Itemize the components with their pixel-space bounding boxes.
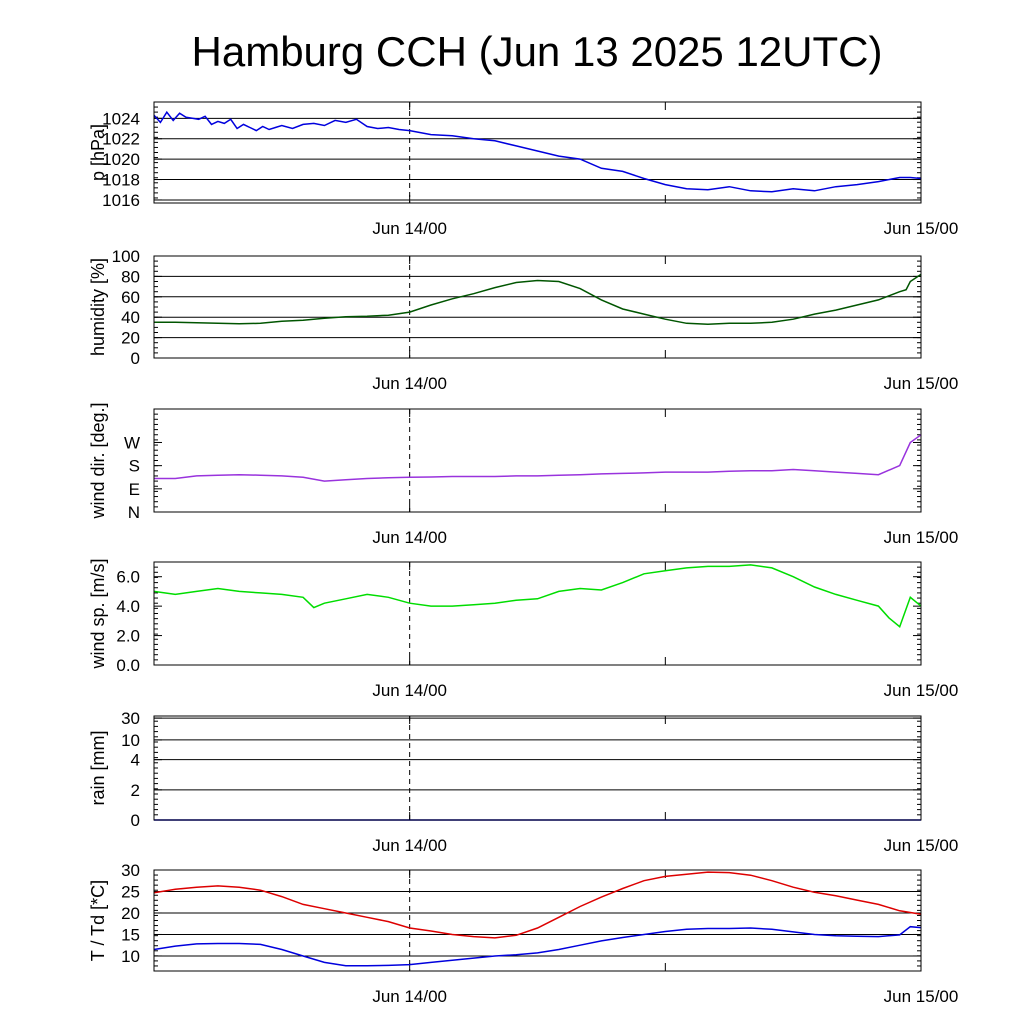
wind-dir-ytick-label: S (129, 457, 140, 476)
temperature-ytick-label: 15 (121, 925, 140, 944)
wind-dir-xtick-label: Jun 14/00 (372, 528, 447, 547)
humidity-ytick-label: 80 (121, 267, 140, 286)
wind-speed-ytick-label: 4.0 (116, 597, 140, 616)
rain-ylabel: rain [mm] (88, 730, 108, 805)
temperature-ytick-label: 25 (121, 882, 140, 901)
rain-xtick-label: Jun 14/00 (372, 836, 447, 855)
rain-ytick-label: 2 (131, 781, 140, 800)
temperature-xtick-label: Jun 14/00 (372, 987, 447, 1006)
humidity-ytick-label: 100 (112, 247, 140, 266)
pressure-series-line (153, 110, 922, 193)
humidity-frame (153, 255, 922, 359)
rain-xtick-label: Jun 15/00 (884, 836, 959, 855)
humidity-ylabel: humidity [%] (88, 258, 108, 356)
wind-speed-ytick-label: 6.0 (116, 568, 140, 587)
humidity-xtick-label: Jun 14/00 (372, 374, 447, 393)
temperature-series-line (153, 871, 922, 939)
pressure-xtick-label: Jun 15/00 (884, 219, 959, 238)
pressure-ytick-label: 1020 (102, 150, 140, 169)
pressure-ytick-label: 1016 (102, 191, 140, 210)
rain-panel: 0 2 410 30 Jun 14/00 Jun 15/00 rain [mm] (88, 709, 958, 855)
humidity-xtick-label: Jun 15/00 (884, 374, 959, 393)
temperature-ylabel: T / Td [*C] (88, 880, 108, 961)
pressure-frame (153, 101, 922, 204)
rain-ytick-label: 30 (121, 709, 140, 728)
wind-dir-ytick-label: E (129, 480, 140, 499)
temperature-frame (153, 869, 922, 972)
wind-dir-xtick-label: Jun 15/00 (884, 528, 959, 547)
wind-speed-ylabel: wind sp. [m/s] (88, 558, 108, 669)
humidity-ytick-label: 20 (121, 329, 140, 348)
humidity-series-line (154, 273, 922, 326)
wind-speed-panel: 0.0 2.0 4.0 6.0 Jun 14/00 Jun 15/00 wind sp. [… (88, 558, 958, 700)
wind-speed-ytick-label: 2.0 (116, 627, 140, 646)
wind-dir-frame (153, 408, 922, 513)
rain-ytick-label: 4 (131, 751, 140, 770)
rain-ytick-label: 0 (131, 811, 140, 830)
wind-dir-ylabel: wind dir. [deg.] (88, 402, 108, 519)
rain-ytick-label: 10 (121, 731, 140, 750)
humidity-ytick-label: 60 (121, 288, 140, 307)
wind-speed-xtick-label: Jun 14/00 (372, 681, 447, 700)
pressure-xtick-label: Jun 14/00 (372, 219, 447, 238)
pressure-ytick-label: 1022 (102, 130, 140, 149)
wind-speed-series-line (153, 564, 922, 628)
wind-dir-ytick-label: W (124, 433, 140, 452)
temperature-xtick-label: Jun 15/00 (884, 987, 959, 1006)
temperature-series-line (153, 925, 922, 967)
wind-speed-ytick-label: 0.0 (116, 656, 140, 675)
wind-speed-xtick-label: Jun 15/00 (884, 681, 959, 700)
humidity-ytick-label: 0 (131, 349, 140, 368)
wind-dir-series-line (154, 434, 922, 482)
rain-frame (153, 715, 922, 821)
temperature-panel: 10 15 20 25 30 Jun 14/00 Jun 15/00 T / Td [*C] (88, 861, 958, 1006)
chart-title: Hamburg CCH (Jun 13 2025 12UTC) (192, 28, 883, 75)
temperature-ytick-label: 10 (121, 947, 140, 966)
pressure-ytick-label: 1024 (102, 109, 140, 128)
temperature-ytick-label: 20 (121, 904, 140, 923)
wind-speed-frame (153, 561, 922, 666)
humidity-ytick-label: 40 (121, 308, 140, 327)
pressure-ytick-label: 1018 (102, 171, 140, 190)
pressure-ylabel: p [hPa] (88, 124, 108, 181)
temperature-ytick-label: 30 (121, 861, 140, 880)
wind-dir-ytick-label: N (128, 503, 140, 522)
